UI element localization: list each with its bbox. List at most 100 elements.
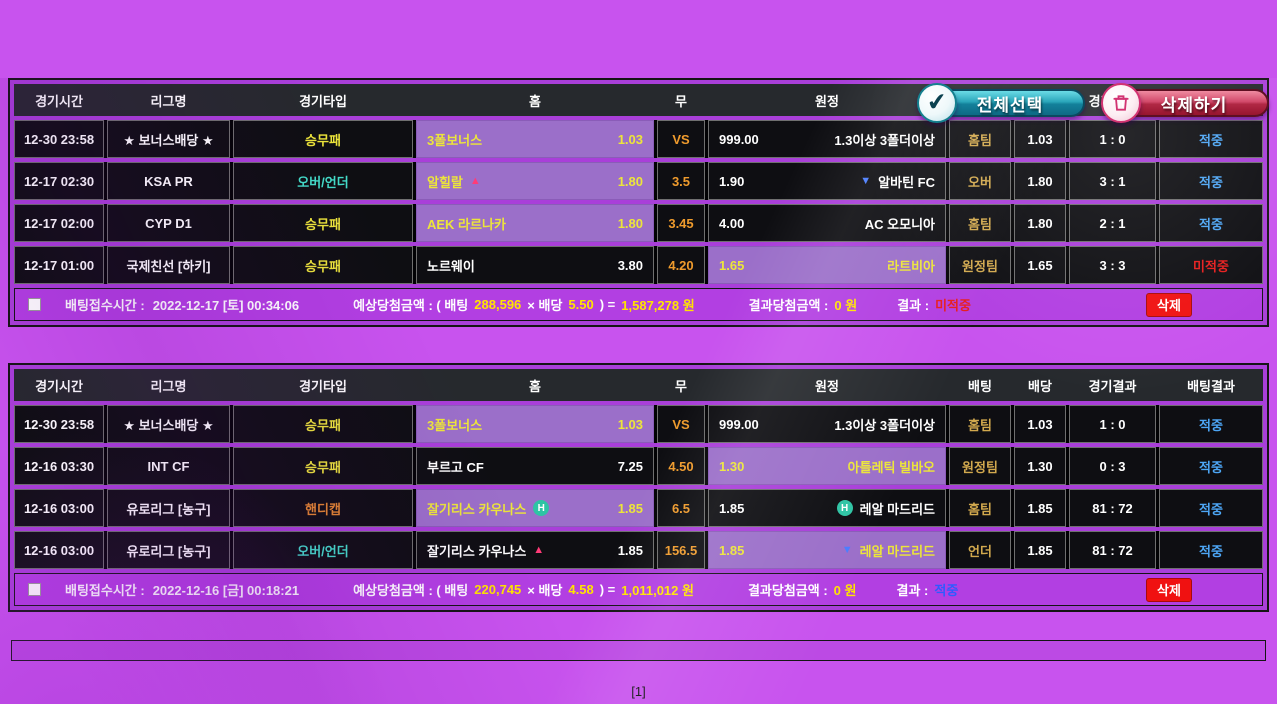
game-type: 승무패 — [233, 246, 413, 284]
select-all-button[interactable]: ✔ 전체선택 — [917, 83, 1085, 123]
bet-pick: 홈팀 — [949, 405, 1011, 443]
column-header: 배팅결과 — [1187, 378, 1235, 394]
team-name: 라트비아 — [887, 258, 935, 274]
home-odds: 1.03 — [617, 416, 643, 432]
result-amount-value: 0 원 — [833, 583, 857, 598]
bet-odds: 1.30 — [1014, 447, 1066, 485]
bet-row: 12-16 03:00 유로리그 [농구] 핸디캡 잘기리스 카우나스 1.85… — [14, 489, 1263, 527]
away-cell: 999.00 1.3이상 3폴더이상 — [708, 120, 946, 158]
column-header: 원정 — [815, 93, 839, 109]
home-odds: 1.85 — [617, 542, 643, 558]
trend-marker-icon — [470, 175, 481, 187]
league-name: INT CF — [107, 447, 230, 485]
result-label: 결과 : — [896, 583, 929, 598]
team-name: 1.3이상 3폴더이상 — [834, 132, 935, 148]
game-score: 1 : 0 — [1069, 120, 1156, 158]
league-name: ★ 보너스배당 ★ — [107, 120, 230, 158]
column-header: 배당 — [1028, 378, 1052, 394]
bet-result: 적중 — [1159, 531, 1263, 569]
delete-selected-button[interactable]: 삭제하기 — [1101, 83, 1269, 123]
home-cell: AEK 라르나카 1.80 — [416, 204, 654, 242]
delete-slip-button[interactable]: 삭제 — [1146, 577, 1192, 602]
home-cell: 3폴보너스 1.03 — [416, 120, 654, 158]
bet-pick: 홈팀 — [949, 120, 1011, 158]
game-time: 12-16 03:30 — [14, 447, 104, 485]
trend-marker-icon — [842, 544, 853, 556]
bet-pick: 홈팀 — [949, 489, 1011, 527]
team-name: 잘기리스 카우나스 — [427, 501, 527, 517]
away-cell: 1.85 레알 마드리드 — [708, 489, 946, 527]
bet-odds: 1.03 — [1014, 120, 1066, 158]
column-header: 경기시간 — [35, 93, 83, 109]
game-type: 핸디캡 — [233, 489, 413, 527]
away-odds: 1.65 — [719, 257, 745, 273]
empty-slip-bar — [11, 640, 1266, 661]
column-header: 리그명 — [150, 93, 187, 109]
game-score: 81 : 72 — [1069, 489, 1156, 527]
draw-cell: 3.5 — [657, 162, 705, 200]
league-name: 국제친선 [하키] — [107, 246, 230, 284]
equals-label: ) = — [599, 297, 616, 312]
away-odds: 1.85 — [719, 500, 745, 516]
away-team: 1.3이상 3폴더이상 — [834, 415, 935, 434]
team-name: 3폴보너스 — [427, 132, 483, 148]
table-header: 경기시간 리그명 경기타입 홈 무 원정 배팅 배당 경기결과 배팅결과 — [14, 369, 1263, 401]
league-name: ★ 보너스배당 ★ — [107, 405, 230, 443]
bet-odds: 1.80 — [1014, 204, 1066, 242]
bet-odds: 1.80 — [1014, 162, 1066, 200]
draw-cell: VS — [657, 120, 705, 158]
column-header: 경기시간 — [35, 378, 83, 394]
home-cell: 알힐랄 1.80 — [416, 162, 654, 200]
away-team: 레알 마드리드 — [836, 499, 935, 518]
bet-pick: 언더 — [949, 531, 1011, 569]
column-header: 홈 — [529, 93, 541, 109]
away-cell: 1.90 알바틴 FC — [708, 162, 946, 200]
expected-amount-label: 예상당첨금액 : ( 배팅 — [353, 298, 469, 313]
home-team: 3폴보너스 — [427, 415, 482, 434]
game-type: 오버/언더 — [233, 162, 413, 200]
draw-cell: VS — [657, 405, 705, 443]
away-cell: 4.00 AC 오모니아 — [708, 204, 946, 242]
bet-row: 12-17 02:30 KSA PR 오버/언더 알힐랄 1.80 3.5 1.… — [14, 162, 1263, 200]
delete-slip-button[interactable]: 삭제 — [1146, 292, 1192, 317]
bet-pick: 오버 — [949, 162, 1011, 200]
away-odds: 1.85 — [719, 542, 745, 558]
trend-marker-icon — [836, 500, 853, 516]
bet-result: 적중 — [1159, 162, 1263, 200]
home-odds: 1.80 — [617, 215, 643, 231]
game-type: 승무패 — [233, 120, 413, 158]
away-cell: 1.85 레알 마드리드 — [708, 531, 946, 569]
bet-odds: 1.85 — [1014, 489, 1066, 527]
league-name: KSA PR — [107, 162, 230, 200]
draw-cell: 6.5 — [657, 489, 705, 527]
away-cell: 1.65 라트비아 — [708, 246, 946, 284]
trend-marker-icon — [533, 544, 544, 556]
received-time-label: 배팅접수시간 : — [65, 583, 145, 598]
game-time: 12-30 23:58 — [14, 405, 104, 443]
total-odds-value: 4.58 — [568, 582, 594, 597]
away-team: 라트비아 — [887, 256, 935, 275]
away-cell: 999.00 1.3이상 3폴더이상 — [708, 405, 946, 443]
bet-result: 적중 — [1159, 405, 1263, 443]
away-team: 레알 마드리드 — [842, 541, 935, 560]
slip-checkbox[interactable] — [28, 298, 41, 311]
bet-slip-list: 경기시간 리그명 경기타입 홈 무 원정 배팅 배당 경기결과 배팅결과 12-… — [8, 78, 1269, 612]
home-team: 노르웨이 — [427, 256, 475, 275]
home-cell: 잘기리스 카우나스 1.85 — [416, 531, 654, 569]
league-name: 유로리그 [농구] — [107, 489, 230, 527]
total-odds-value: 5.50 — [568, 297, 594, 312]
home-team: AEK 라르나카 — [427, 214, 506, 233]
home-team: 부르고 CF — [427, 457, 484, 476]
page-1-link[interactable]: [1] — [631, 684, 646, 699]
toolbar: ✔ 전체선택 삭제하기 — [917, 83, 1269, 123]
slip-checkbox[interactable] — [28, 583, 41, 596]
result-amount-label: 결과당첨금액 : — [747, 583, 828, 598]
home-cell: 잘기리스 카우나스 1.85 — [416, 489, 654, 527]
team-name: 알바틴 FC — [878, 174, 935, 190]
home-team: 잘기리스 카우나스 — [427, 541, 544, 560]
away-team: 1.3이상 3폴더이상 — [834, 130, 935, 149]
trend-marker-icon — [533, 500, 550, 516]
trash-icon — [1101, 83, 1141, 123]
home-team: 3폴보너스 — [427, 130, 482, 149]
team-name: AC 오모니아 — [864, 216, 935, 232]
